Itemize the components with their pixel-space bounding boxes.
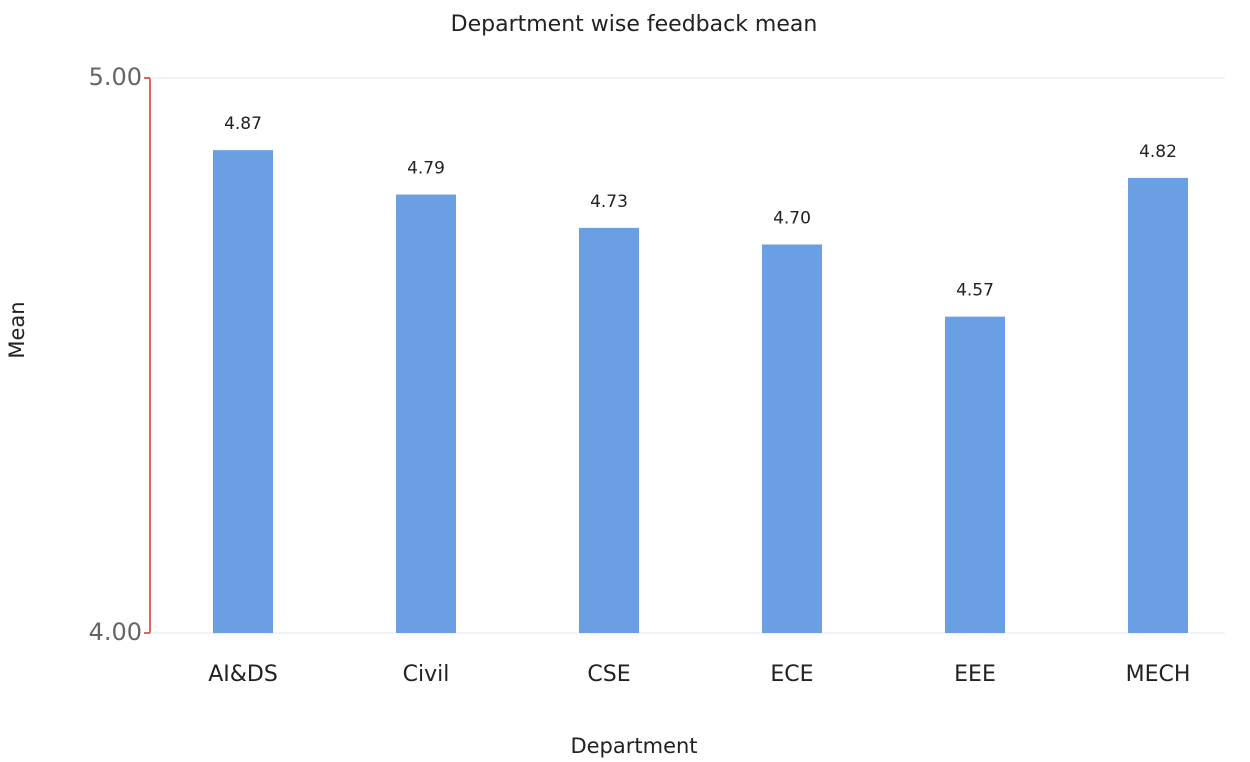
bar <box>762 244 822 633</box>
data-label: 4.57 <box>956 281 994 301</box>
bar <box>396 194 456 634</box>
bar <box>579 227 639 633</box>
x-tick-label: Civil <box>403 662 450 687</box>
chart-title: Department wise feedback mean <box>451 12 818 37</box>
data-label: 4.82 <box>1139 142 1177 162</box>
y-tick-label: 4.00 <box>89 618 142 646</box>
bar <box>213 150 273 633</box>
y-tick-label: 5.00 <box>89 63 142 91</box>
x-tick-label: CSE <box>587 662 630 687</box>
x-tick-label: AI&DS <box>208 662 278 687</box>
bar <box>945 316 1005 633</box>
data-label: 4.73 <box>590 192 628 212</box>
data-label: 4.70 <box>773 209 811 229</box>
x-axis-label: Department <box>570 734 697 758</box>
data-label: 4.87 <box>224 114 262 134</box>
y-axis-label: Mean <box>5 301 29 358</box>
bar <box>1128 177 1188 633</box>
x-tick-label: EEE <box>954 662 996 687</box>
x-tick-label: ECE <box>770 662 813 687</box>
data-label: 4.79 <box>407 159 445 179</box>
x-tick-label: MECH <box>1126 662 1191 687</box>
